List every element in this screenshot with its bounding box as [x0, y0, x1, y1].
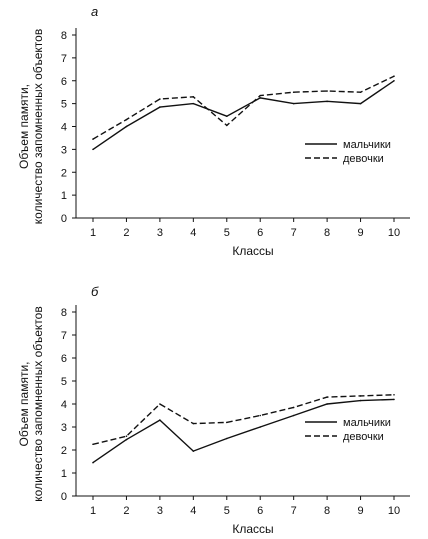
data-point	[192, 95, 195, 98]
data-point	[326, 90, 328, 92]
data-point	[326, 403, 328, 405]
legend-label: мальчики	[343, 417, 391, 429]
x-tick-label: 3	[157, 227, 163, 239]
y-tick-label: 0	[61, 213, 67, 225]
x-tick-label: 5	[224, 505, 230, 517]
series-line-girls	[92, 394, 395, 445]
x-tick-label: 2	[123, 227, 129, 239]
series-line-girls	[92, 75, 395, 140]
data-point	[359, 91, 362, 93]
data-point	[326, 100, 328, 103]
data-point	[393, 79, 395, 82]
data-point	[159, 403, 161, 405]
data-point	[92, 461, 94, 464]
data-point	[125, 435, 128, 438]
data-point	[159, 98, 161, 100]
data-point	[259, 94, 262, 97]
x-tick-label: 2	[123, 505, 129, 517]
series-line-boys	[92, 398, 395, 464]
y-axis-title-line2: количество запомненных объектов	[31, 306, 45, 501]
data-point	[259, 414, 262, 417]
x-tick-label: 6	[257, 505, 263, 517]
data-point	[259, 97, 262, 99]
x-tick-label: 1	[90, 505, 96, 517]
data-point	[192, 422, 195, 425]
data-point	[192, 102, 195, 105]
x-tick-label: 5	[224, 227, 230, 239]
x-tick-label: 8	[324, 505, 330, 517]
y-tick-label: 0	[61, 491, 67, 503]
x-tick-label: 1	[90, 227, 96, 239]
data-point	[359, 399, 362, 402]
data-point	[225, 437, 228, 440]
y-tick-label: 8	[61, 30, 67, 42]
data-point	[326, 396, 328, 398]
y-axis-title-line2: количество запомненных объектов	[31, 29, 45, 224]
y-tick-label: 1	[61, 468, 67, 480]
x-tick-label: 9	[357, 505, 363, 517]
data-point	[125, 438, 128, 441]
x-tick-label: 6	[257, 227, 263, 239]
data-point	[393, 75, 395, 77]
y-tick-label: 7	[61, 330, 67, 342]
data-point	[92, 148, 94, 151]
x-tick-label: 3	[157, 505, 163, 517]
data-point	[225, 421, 228, 424]
y-tick-label: 6	[61, 76, 67, 88]
y-axis-title-line1: Объем памяти,	[17, 361, 31, 446]
data-point	[359, 102, 362, 105]
x-tick-label: 9	[357, 227, 363, 239]
x-axis-title: Классы	[232, 244, 273, 258]
data-point	[393, 394, 395, 396]
y-tick-label: 2	[61, 167, 67, 179]
y-tick-label: 6	[61, 353, 67, 365]
data-point	[192, 450, 195, 452]
data-point	[259, 426, 262, 428]
data-point	[292, 102, 295, 105]
x-tick-label: 8	[324, 227, 330, 239]
panel-label: б	[91, 284, 99, 299]
data-point	[225, 115, 228, 118]
data-point	[393, 398, 395, 401]
y-tick-label: 4	[61, 399, 67, 411]
y-tick-label: 3	[61, 144, 67, 156]
data-point	[292, 414, 295, 417]
data-point	[292, 406, 295, 409]
y-tick-label: 5	[61, 99, 67, 111]
data-point	[225, 124, 228, 127]
y-tick-label: 4	[61, 122, 67, 134]
x-axis-title: Классы	[232, 522, 273, 536]
y-tick-label: 5	[61, 376, 67, 388]
legend-label: девочки	[343, 153, 384, 165]
data-point	[125, 118, 128, 121]
data-point	[92, 443, 94, 446]
data-point	[292, 91, 295, 93]
y-tick-label: 2	[61, 445, 67, 457]
data-point	[92, 138, 94, 140]
data-point	[159, 419, 161, 421]
x-tick-label: 4	[190, 505, 196, 517]
x-tick-label: 4	[190, 227, 196, 239]
data-point	[125, 125, 128, 128]
x-tick-label: 10	[388, 227, 400, 239]
y-tick-label: 1	[61, 190, 67, 202]
data-point	[159, 106, 161, 108]
y-tick-label: 7	[61, 53, 67, 65]
x-tick-label: 7	[291, 227, 297, 239]
data-point	[359, 395, 362, 397]
y-tick-label: 3	[61, 422, 67, 434]
y-axis-title-line1: Объем памяти,	[17, 84, 31, 169]
x-tick-label: 7	[291, 505, 297, 517]
panel-label: а	[91, 4, 98, 19]
legend-label: мальчики	[343, 139, 391, 151]
y-tick-label: 8	[61, 307, 67, 319]
series-line-boys	[92, 80, 395, 150]
x-tick-label: 10	[388, 505, 400, 517]
legend-label: девочки	[343, 431, 384, 443]
